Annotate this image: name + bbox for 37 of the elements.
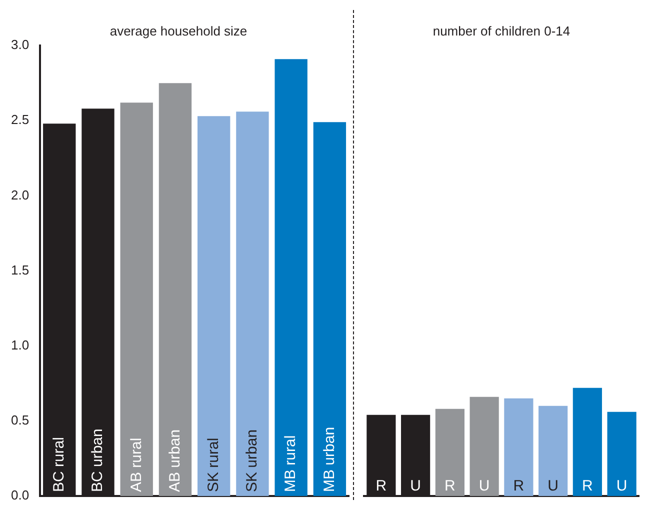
x-tick-label: SK urban xyxy=(244,429,261,492)
x-tick-label: U xyxy=(548,478,558,495)
bar xyxy=(313,122,346,496)
y-tick-label: 0.5 xyxy=(10,412,30,428)
chart-title: average household size xyxy=(110,23,248,38)
y-tick-label: 1.5 xyxy=(10,262,30,278)
bar xyxy=(120,102,153,496)
x-tick-label: U xyxy=(616,478,628,495)
x-tick-label: MB rural xyxy=(282,435,300,492)
bar xyxy=(572,388,602,496)
bar xyxy=(158,83,192,496)
x-tick-label: MB urban xyxy=(320,426,338,492)
bar xyxy=(607,412,636,496)
x-tick-label: U xyxy=(478,478,490,495)
x-tick-label: R xyxy=(376,478,387,495)
x-tick-label: BC urban xyxy=(89,428,106,492)
x-tick-label: R xyxy=(444,478,456,495)
bar xyxy=(470,396,499,496)
x-tick-label: SK rural xyxy=(204,438,222,492)
y-tick-label: 2.0 xyxy=(10,187,30,202)
x-tick-label: R xyxy=(582,478,594,495)
bar xyxy=(274,59,308,496)
x-tick-label: BC rural xyxy=(50,436,68,492)
y-tick-label: 2.5 xyxy=(10,112,30,128)
bar xyxy=(504,398,534,496)
y-tick-label: 3.0 xyxy=(10,37,30,52)
bar xyxy=(236,112,269,496)
y-tick-label: 1.0 xyxy=(10,337,30,352)
x-tick-label: AB urban xyxy=(166,429,184,492)
x-tick-label: AB rural xyxy=(128,438,145,492)
y-tick-label: 0.0 xyxy=(10,488,30,503)
bar xyxy=(538,406,568,496)
x-tick-label: R xyxy=(513,478,524,495)
bar xyxy=(435,408,464,496)
chart-title: number of children 0-14 xyxy=(432,23,570,38)
bar xyxy=(198,116,230,496)
x-tick-label: U xyxy=(410,478,421,495)
